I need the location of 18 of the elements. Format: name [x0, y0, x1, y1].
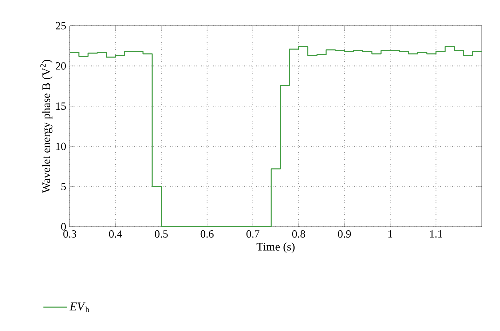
x-tick-label: 0.5	[155, 230, 168, 238]
y-tick-label: 10	[56, 142, 66, 150]
y-tick-label: 5	[62, 183, 66, 190]
y-tick-label: 15	[56, 102, 66, 110]
x-tick-label: 0.4	[109, 230, 122, 238]
y-tick-label: 0	[61, 223, 66, 231]
x-tick-label: 0.3	[64, 230, 76, 238]
y-axis-title: Wavelet energy phase B (V$^{2}$)	[40, 60, 53, 194]
y-tick-label: 20	[56, 62, 66, 70]
x-tick-label: 1.1	[430, 230, 442, 238]
x-tick-label: 0.6	[200, 230, 214, 238]
x-tick-label: 0.9	[338, 230, 352, 238]
y-tick-label: 25	[56, 22, 66, 30]
x-axis-title: Time (s)	[256, 242, 295, 254]
x-tick-label: 0.7	[246, 230, 260, 238]
x-tick-label: 1	[388, 230, 393, 238]
x-tick-label: 0.8	[292, 230, 306, 238]
legend-label: EV$_{b}$	[70, 302, 90, 312]
